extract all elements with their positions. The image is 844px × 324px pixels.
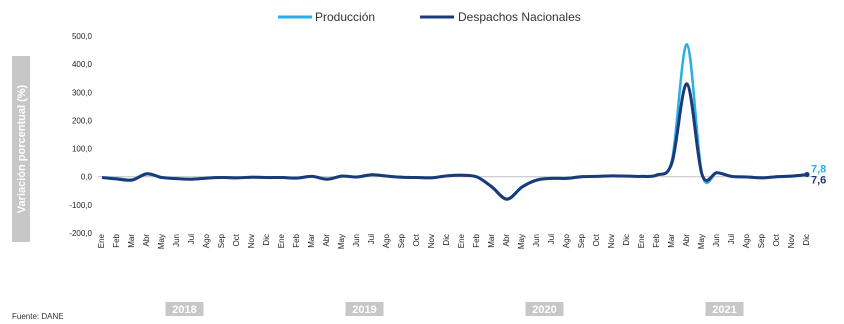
x-tick-label: Jul — [187, 234, 196, 244]
y-tick-label: 500,0 — [72, 32, 93, 41]
x-axis-year-labels: 2018 2019 2020 2021 — [165, 302, 744, 316]
x-tick-label: May — [157, 234, 166, 249]
y-axis-ticks: -200,0 -100,0 0,0 100,0 200,0 300,0 400,0 500,0 — [69, 32, 92, 238]
x-tick-label: Jun — [352, 234, 361, 247]
x-tick-label: Feb — [112, 233, 121, 247]
x-tick-label: Mar — [127, 234, 136, 248]
year-label: 2020 — [532, 304, 556, 316]
x-tick-label: Dic — [802, 234, 811, 246]
x-tick-label: Oct — [412, 233, 421, 246]
x-tick-label: Abr — [322, 234, 331, 247]
x-tick-label: Jul — [367, 234, 376, 244]
x-tick-label: Dic — [622, 234, 631, 246]
x-tick-label: Ago — [562, 233, 571, 248]
year-label-background — [525, 302, 564, 316]
x-tick-label: Jul — [547, 234, 556, 244]
x-tick-label: Nov — [247, 234, 256, 248]
series-end-label: 7,8 — [811, 164, 826, 176]
y-tick-label: -200,0 — [69, 229, 92, 238]
x-tick-label: May — [337, 234, 346, 249]
x-tick-label: Abr — [502, 234, 511, 247]
y-tick-label: 200,0 — [72, 116, 93, 125]
year-label-background — [165, 302, 204, 316]
x-tick-label: Ene — [277, 233, 286, 248]
x-tick-label: Nov — [427, 234, 436, 248]
year-label-background — [705, 302, 744, 316]
x-tick-label: Mar — [307, 234, 316, 248]
x-tick-label: Jul — [727, 234, 736, 244]
x-tick-label: Sep — [397, 233, 406, 248]
x-tick-label: Mar — [667, 234, 676, 248]
year-label: 2021 — [712, 304, 736, 316]
x-tick-label: Oct — [772, 233, 781, 246]
x-tick-label: Nov — [607, 234, 616, 248]
x-tick-label: Feb — [652, 233, 661, 247]
series-end-marker — [804, 172, 810, 178]
series-end-label: 7,6 — [811, 175, 826, 187]
legend-label-produccion: Producción — [315, 10, 375, 24]
y-axis-label: Variación porcentual (%) — [16, 84, 28, 213]
x-tick-label: Sep — [757, 233, 766, 248]
x-tick-label: Oct — [232, 233, 241, 246]
series-lines — [101, 43, 810, 201]
x-tick-label: Mar — [487, 234, 496, 248]
x-tick-label: May — [697, 234, 706, 249]
x-tick-label: Jun — [532, 234, 541, 247]
x-tick-label: Ene — [97, 233, 106, 248]
x-tick-label: Jun — [712, 234, 721, 247]
series-line-despachos — [101, 82, 808, 201]
y-tick-label: 0,0 — [81, 173, 93, 182]
x-tick-label: Dic — [262, 234, 271, 246]
x-tick-label: Jun — [172, 234, 181, 247]
x-tick-label: May — [517, 234, 526, 249]
x-tick-label: Ago — [202, 233, 211, 248]
x-tick-label: Abr — [682, 234, 691, 247]
x-tick-label: Dic — [442, 234, 451, 246]
source-note: Fuente: DANE — [12, 312, 64, 321]
x-tick-label: Feb — [472, 233, 481, 247]
x-tick-label: Ago — [382, 233, 391, 248]
y-axis-label-background — [12, 56, 30, 242]
x-tick-label: Nov — [787, 234, 796, 248]
y-tick-label: 100,0 — [72, 145, 93, 154]
x-tick-label: Ago — [742, 233, 751, 248]
x-tick-label: Ene — [637, 233, 646, 248]
y-tick-label: 300,0 — [72, 88, 93, 97]
x-tick-label: Sep — [217, 233, 226, 248]
x-tick-label: Sep — [577, 233, 586, 248]
legend: Producción Despachos Nacionales — [278, 10, 581, 24]
year-label-background — [345, 302, 384, 316]
year-label: 2019 — [352, 304, 376, 316]
end-labels: 7,87,6 — [811, 164, 826, 187]
x-tick-label: Abr — [142, 234, 151, 247]
y-tick-label: 400,0 — [72, 60, 93, 69]
legend-label-despachos: Despachos Nacionales — [458, 10, 581, 24]
x-tick-label: Ene — [457, 233, 466, 248]
year-label: 2018 — [172, 304, 196, 316]
x-tick-label: Feb — [292, 233, 301, 247]
x-tick-label: Oct — [592, 233, 601, 246]
y-tick-label: -100,0 — [69, 201, 92, 210]
x-axis-month-ticks: Ene Feb Mar Abr May Jun Jul Ago Sep Oct Nov Dic Ene F… — [97, 233, 811, 249]
